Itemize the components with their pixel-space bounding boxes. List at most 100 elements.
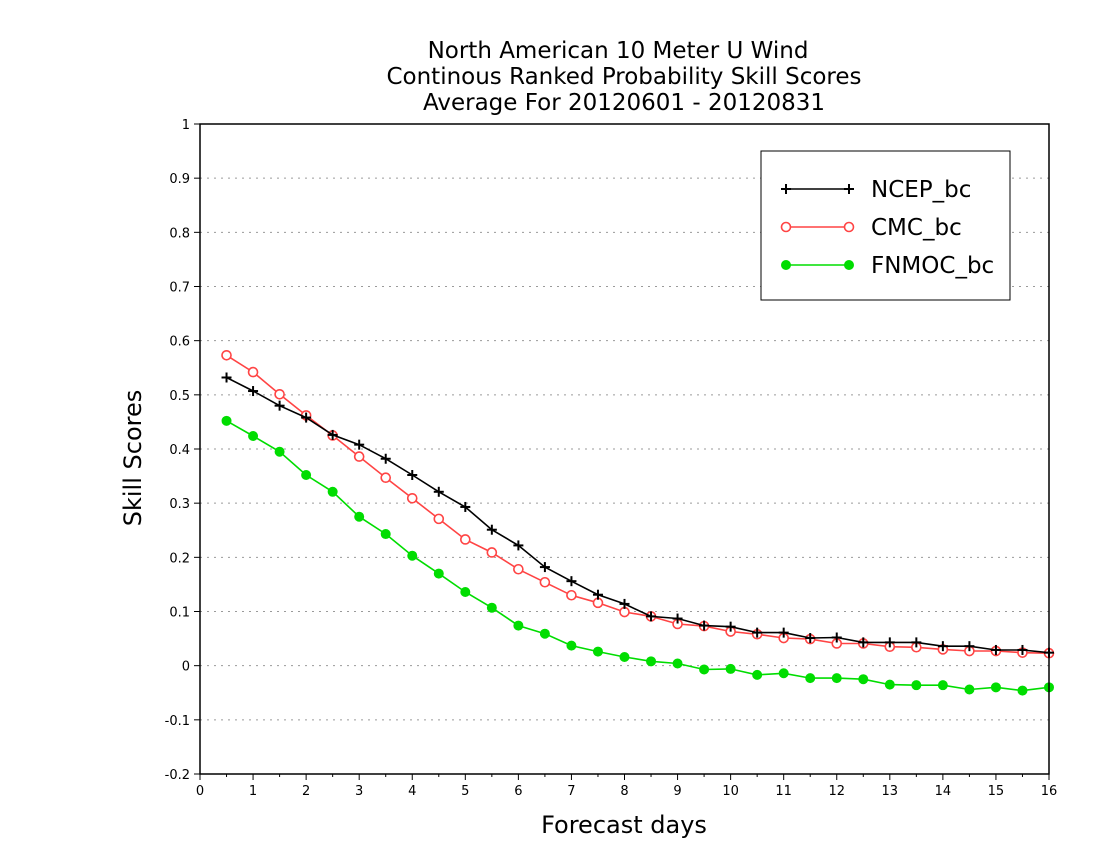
legend-marker [844,184,854,194]
data-point-fnmoc-bc [964,684,975,695]
data-point-fnmoc-bc [592,646,603,657]
title-line-2: Continous Ranked Probability Skill Score… [386,64,861,90]
chart-title: North American 10 Meter U Wind Continous… [386,38,861,116]
y-tick-label: -0.2 [165,768,190,783]
data-point-fnmoc-bc [646,656,657,667]
data-point-ncep-bc [460,501,471,512]
y-tick-label: 0.1 [169,606,190,621]
x-tick-label: 2 [302,784,310,799]
data-point-fnmoc-bc [566,640,577,651]
legend-item-fnmoc-bc: FNMOC_bc [781,253,994,279]
legend-marker [781,260,791,270]
data-point-fnmoc-bc [221,415,232,426]
x-tick-label: 8 [620,784,628,799]
data-point-ncep-bc [539,562,550,573]
data-point-cmc-bc [460,534,471,545]
x-tick-label: 1 [249,784,257,799]
x-tick-label: 12 [828,784,845,799]
data-point-ncep-bc [646,611,657,622]
x-axis: 0 1 2 3 4 5 6 7 8 9 10 11 12 13 14 15 16 [196,774,1057,799]
data-point-ncep-bc [221,372,232,383]
x-tick-label: 11 [775,784,792,799]
x-tick-label: 14 [935,784,952,799]
data-point-cmc-bc [566,589,577,601]
y-tick-label: 0.3 [169,497,190,512]
series-ncep-bc [221,372,1054,658]
data-point-fnmoc-bc [513,620,524,631]
data-point-fnmoc-bc [831,673,842,684]
legend-marker [844,260,854,270]
data-point-ncep-bc [619,598,630,609]
data-point-fnmoc-bc [725,663,736,674]
data-point-ncep-bc [831,632,842,643]
data-point-fnmoc-bc [990,682,1001,693]
y-tick-label: 0.4 [169,443,190,458]
legend: NCEP_bc CMC_bc FNMOC_bc [760,150,1011,301]
x-axis-label: Forecast days [541,811,707,839]
data-point-ncep-bc [486,524,497,535]
legend-item-cmc-bc: CMC_bc [780,215,962,241]
data-point-cmc-bc [539,576,551,588]
data-point-cmc-bc [274,388,285,400]
data-point-ncep-bc [911,637,922,648]
data-point-fnmoc-bc [248,431,259,441]
y-tick-label: -0.1 [165,714,190,729]
data-point-fnmoc-bc [619,652,630,662]
y-tick-label: 1 [182,118,190,133]
data-point-cmc-bc [380,472,392,484]
data-point-ncep-bc [354,439,365,450]
data-point-fnmoc-bc [1017,685,1028,696]
title-line-3: Average For 20120601 - 20120831 [423,90,825,116]
data-point-cmc-bc [353,451,365,462]
legend-marker [781,184,791,194]
data-point-cmc-bc [433,513,445,525]
legend-label: CMC_bc [871,215,962,241]
data-point-fnmoc-bc [460,587,471,597]
series-fnmoc-bc [221,415,1054,696]
x-tick-label: 13 [882,784,899,799]
data-point-cmc-bc [247,366,259,378]
y-tick-label: 0.6 [169,335,190,350]
x-tick-label: 4 [408,784,416,799]
legend-marker [780,221,792,233]
y-axis: -0.2 -0.1 0 0.1 0.2 0.3 0.4 0.5 0.6 0.7 0.8 0.9 1 [165,118,200,783]
data-point-ncep-bc [248,386,259,397]
data-point-cmc-bc [406,492,418,504]
data-point-ncep-bc [433,486,444,497]
data-point-ncep-bc [752,627,763,638]
data-point-fnmoc-bc [911,680,922,691]
data-point-ncep-bc [274,400,285,411]
data-point-ncep-bc [672,613,683,624]
data-point-ncep-bc [725,621,736,632]
data-point-fnmoc-bc [672,658,683,669]
data-point-ncep-bc [407,470,418,480]
y-tick-label: 0.8 [169,226,190,241]
data-point-fnmoc-bc [937,680,948,691]
data-point-fnmoc-bc [354,511,365,522]
data-point-fnmoc-bc [407,550,418,561]
data-point-ncep-bc [1017,644,1028,655]
x-tick-label: 5 [461,784,469,799]
y-tick-label: 0.9 [169,172,190,187]
y-tick-label: 0 [182,660,190,675]
data-point-ncep-bc [380,453,391,464]
x-tick-label: 0 [196,784,204,799]
data-point-ncep-bc [327,429,338,440]
data-point-ncep-bc [566,576,577,587]
data-point-fnmoc-bc [699,664,710,675]
data-point-ncep-bc [699,620,710,631]
data-point-cmc-bc [486,547,498,558]
series-layer [221,349,1055,696]
series-line-ncep-bc [226,376,1050,654]
title-line-1: North American 10 Meter U Wind [428,38,809,64]
data-point-cmc-bc [221,349,232,361]
data-point-ncep-bc [990,644,1001,655]
data-point-fnmoc-bc [884,679,895,690]
data-point-fnmoc-bc [380,529,391,540]
data-point-ncep-bc [592,589,603,600]
data-point-fnmoc-bc [752,669,763,680]
grid-lines [200,177,1049,721]
data-point-fnmoc-bc [539,628,550,639]
x-tick-label: 7 [567,784,575,799]
